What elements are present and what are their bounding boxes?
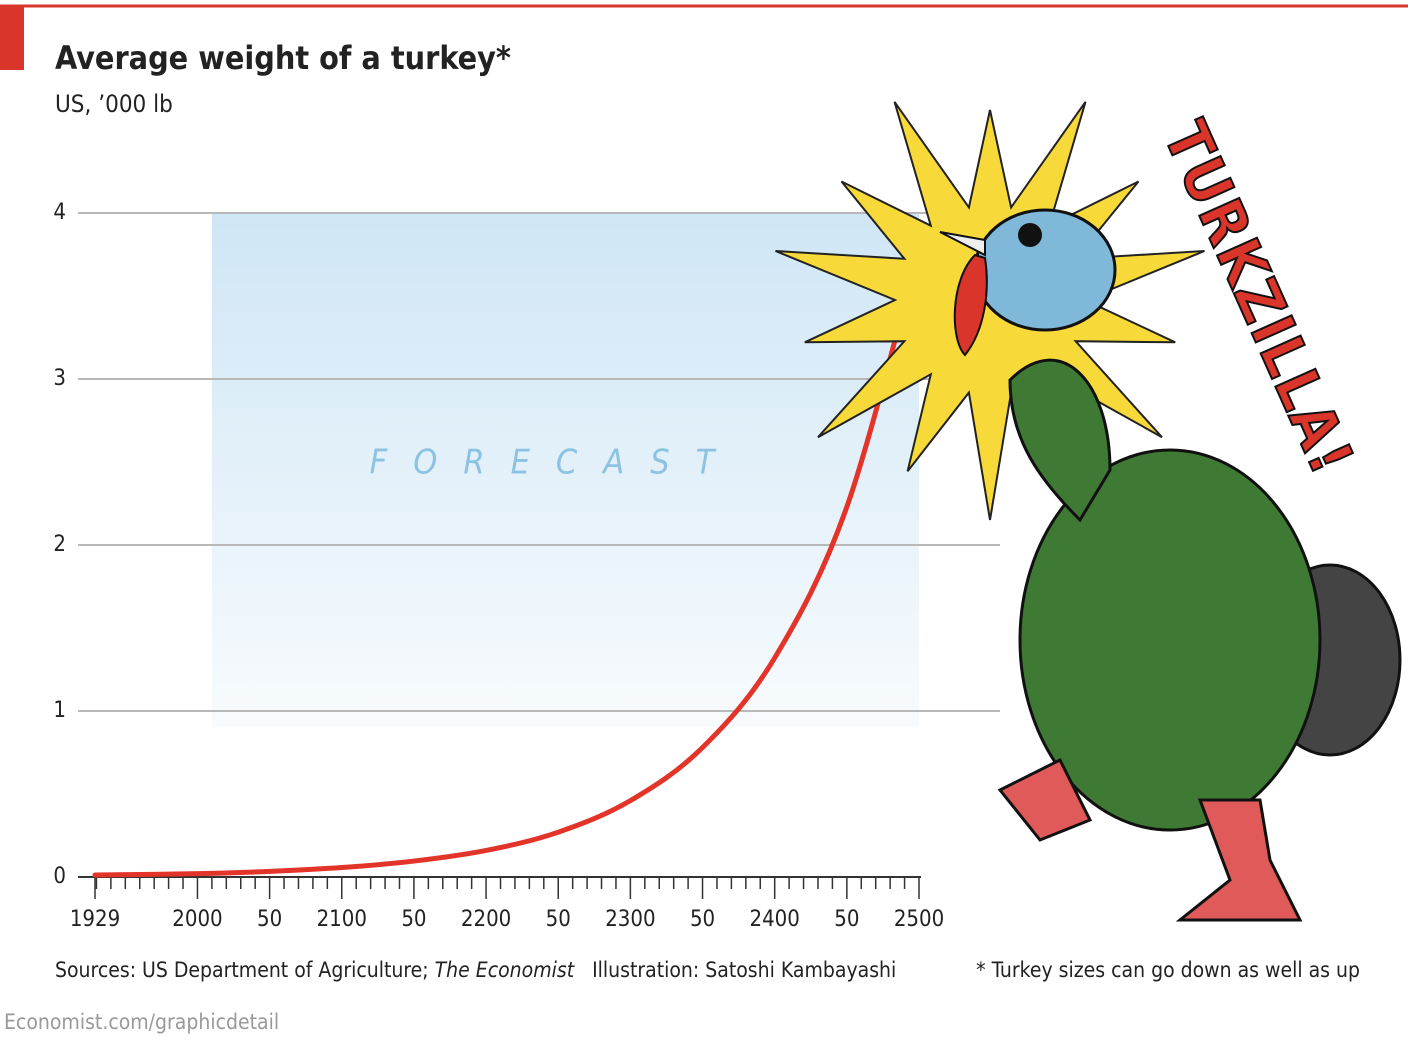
x-tick-label: 50 xyxy=(401,907,426,932)
x-tick-label: 2300 xyxy=(605,907,655,932)
source: Sources: US Department of Agriculture; xyxy=(55,958,429,982)
source-italic: The Economist xyxy=(435,958,575,982)
turkey-wattle xyxy=(953,253,988,357)
forecast-region xyxy=(211,213,920,728)
chart-title: Average weight of a turkey* xyxy=(55,39,511,77)
turkey-head xyxy=(973,208,1117,332)
turkey-beak xyxy=(939,231,986,257)
y-tick-label: 3 xyxy=(53,366,66,391)
x-tick-label: 50 xyxy=(546,907,571,932)
x-tick-label: 50 xyxy=(834,907,859,932)
credit: Economist.com/graphicdetail xyxy=(4,1010,279,1034)
x-tick-label: 50 xyxy=(690,907,715,932)
y-tick-label: 4 xyxy=(53,200,66,225)
y-tick-label: 2 xyxy=(53,532,66,557)
x-tick-label: 2000 xyxy=(172,907,222,932)
illustration-credit: Illustration: Satoshi Kambayashi xyxy=(592,958,896,982)
turkey-foot xyxy=(997,757,1093,842)
plot-area: FORECAST 0 1 2 3 4 1929 2000 50 2100 50 2200 50 2300 5… xyxy=(53,200,1000,932)
x-tick-label: 2100 xyxy=(317,907,367,932)
turkey-eye xyxy=(1018,223,1042,247)
x-tick-label: 1929 xyxy=(70,907,120,932)
red-tag xyxy=(0,6,24,70)
y-tick-label: 0 xyxy=(53,864,66,889)
forecast-label: FORECAST xyxy=(370,443,741,483)
y-tick-label: 1 xyxy=(53,698,66,723)
chart-subtitle: US, ’000 lb xyxy=(55,90,173,118)
x-tick-label: 2400 xyxy=(750,907,800,932)
x-tick-label: 2500 xyxy=(894,907,944,932)
turkey-neck xyxy=(1008,358,1112,523)
x-tick-label: 2200 xyxy=(461,907,511,932)
turkey-leg xyxy=(1175,798,1303,922)
footnote: * Turkey sizes can go down as well as up xyxy=(976,958,1360,982)
source-note: Sources: US Department of Agriculture; T… xyxy=(55,958,896,982)
series-line xyxy=(92,247,922,878)
turkey-body xyxy=(1018,448,1322,832)
x-tick-label: 50 xyxy=(257,907,282,932)
